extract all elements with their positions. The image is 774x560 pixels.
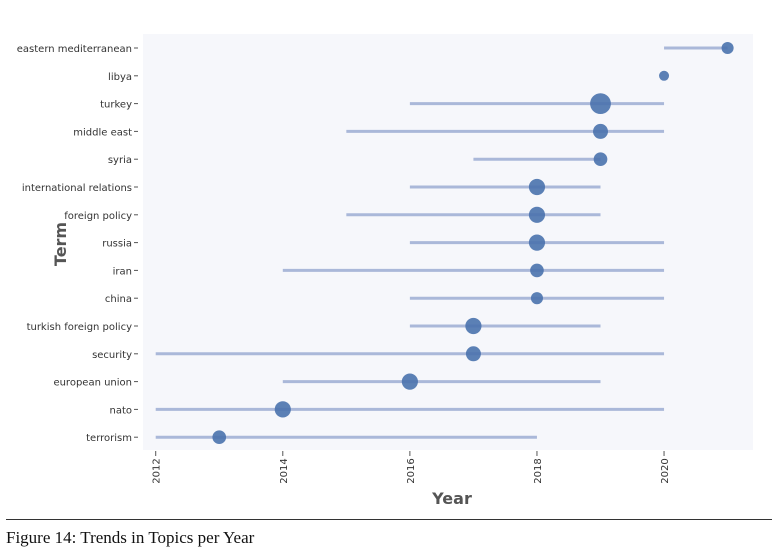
y-tick-label-iran: iran [113,266,132,277]
y-tick-label-turkey: turkey [100,100,132,111]
y-tick-label-russia: russia [102,239,132,250]
y-tick-label-international-relations: international relations [22,183,132,194]
x-tick-label-2020: 2020 [660,458,671,483]
trend-topics-chart: eastern mediterranean libya turkey middle e… [16,41,734,508]
peak-point-turkey [590,93,611,115]
peak-point-china [530,292,543,305]
y-tick-label-eastern-mediterranean: eastern mediterranean [17,44,132,55]
x-axis-title: Year [431,489,472,508]
x-tick-label-2014: 2014 [279,458,290,483]
peak-point-eastern-mediterranean [721,41,734,55]
peak-point-russia [528,234,546,251]
y-tick-label-syria: syria [108,155,132,166]
peak-point-foreign-policy [528,206,546,223]
y-axis-title: Term [51,222,70,266]
chart-svg: eastern mediterranean libya turkey middle e… [16,41,734,508]
peak-point-libya [659,70,670,81]
peak-point-security [465,346,481,362]
x-tick-label-2018: 2018 [533,458,544,483]
y-tick-label-libya: libya [108,72,132,83]
peak-point-european-union [401,373,418,390]
peak-point-syria [593,152,608,167]
peak-point-middle-east [593,123,608,139]
caption-rule [6,519,772,520]
y-tick-label-terrorism: terrorism [86,433,132,444]
peak-point-nato [274,401,291,418]
figure-caption: Figure 14: Trends in Topics per Year [6,528,255,547]
y-tick-label-china: china [105,294,132,305]
y-tick-label-security: security [92,350,132,361]
x-tick-label-2016: 2016 [406,458,417,483]
peak-point-iran [530,263,544,278]
y-tick-label-foreign-policy: foreign policy [64,211,132,222]
peak-point-terrorism [212,430,227,445]
peak-point-international-relations [528,178,546,196]
x-tick-label-2012: 2012 [152,458,163,483]
peak-point-turkish-foreign-policy [465,317,482,335]
y-tick-label-european-union: european union [53,378,132,389]
y-tick-label-turkish-foreign-policy: turkish foreign policy [27,322,133,333]
y-tick-label-middle-east: middle east [73,127,132,138]
y-tick-label-nato: nato [109,405,132,416]
